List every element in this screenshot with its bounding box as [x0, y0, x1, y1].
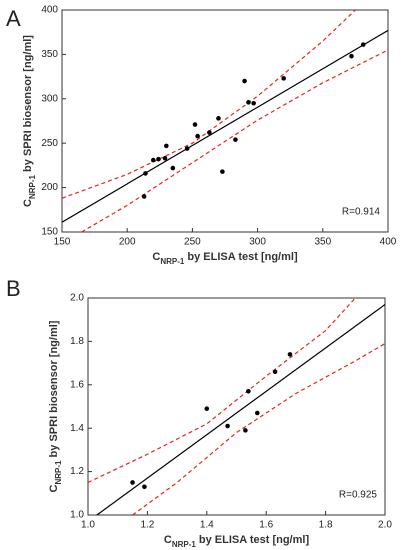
data-point: [246, 389, 251, 394]
plot-lines: [88, 298, 385, 515]
data-point: [143, 171, 148, 176]
x-tick-label: 1.4: [200, 520, 214, 531]
x-axis-label: CNRP-1 by ELISA test [ng/ml]: [164, 534, 310, 549]
data-point: [204, 406, 210, 411]
data-point: [225, 423, 230, 429]
y-axis-label-rest: by SPRI biosensor [ng/ml]: [48, 320, 60, 460]
y-axis-label-sub: NRP-1: [28, 174, 37, 199]
data-point: [287, 352, 293, 357]
y-tick-label: 1.0: [70, 510, 84, 521]
data-point: [195, 133, 200, 139]
annotation: R=0.914: [342, 207, 381, 218]
y-axis-label-main: C: [48, 484, 60, 492]
data-point: [360, 42, 366, 47]
x-tick-label: 1.0: [81, 520, 95, 531]
data-point: [246, 100, 251, 105]
regression-line: [95, 304, 385, 515]
lower-confidence-band: [81, 49, 388, 232]
y-axis-label-rest: by SPRI biosensor [ng/ml]: [22, 35, 34, 175]
plot-frame: [61, 9, 389, 233]
plot-lines: [62, 10, 388, 232]
y-tick-label: 300: [41, 93, 58, 104]
y-tick-label: 400: [41, 5, 58, 16]
x-axis-label-rest: by ELISA test [ng/ml]: [196, 534, 310, 546]
y-tick-label: 1.2: [70, 466, 84, 477]
y-tick-label: 350: [41, 49, 58, 60]
x-axis-label-main: C: [152, 251, 160, 263]
x-tick-label: 300: [249, 237, 266, 248]
data-point: [251, 100, 256, 106]
data-point: [207, 130, 212, 135]
x-axis-label-main: C: [164, 534, 172, 546]
y-axis-label: CNRP-1 by SPRI biosensor [ng/ml]: [22, 35, 37, 207]
y-axis-label-sub: NRP-1: [54, 460, 63, 485]
regression-line: [62, 29, 388, 223]
x-axis-label-rest: by ELISA test [ng/ml]: [184, 251, 298, 263]
data-point: [156, 156, 161, 162]
x-tick-label: 1.2: [140, 520, 154, 531]
data-point: [233, 137, 238, 142]
data-point: [254, 410, 260, 416]
y-tick-label: 200: [41, 182, 58, 193]
data-point: [349, 53, 354, 59]
y-axis-label: CNRP-1 by SPRI biosensor [ng/ml]: [48, 320, 63, 492]
x-axis-label: CNRP-1 by ELISA test [ng/ml]: [152, 251, 298, 266]
x-tick-label: 1.6: [259, 520, 273, 531]
data-point: [130, 480, 135, 485]
y-tick-label: 250: [41, 138, 58, 149]
data-point: [141, 194, 147, 199]
x-tick-label: 250: [184, 237, 201, 248]
data-point: [170, 165, 176, 171]
y-tick-label: 1.8: [70, 336, 84, 347]
y-axis-label-main: C: [22, 199, 34, 207]
x-tick-label: 350: [314, 237, 331, 248]
data-point: [216, 116, 221, 121]
x-tick-label: 1.8: [319, 520, 333, 531]
data-point: [150, 157, 156, 163]
x-tick-label: 200: [119, 237, 136, 248]
y-tick-label: 2.0: [70, 293, 84, 304]
x-tick-label: 400: [380, 237, 397, 248]
upper-confidence-band: [88, 298, 356, 483]
x-axis-label-sub: NRP-1: [172, 540, 197, 549]
data-point: [164, 143, 169, 149]
y-tick-label: 1.6: [70, 379, 84, 390]
panel-label: A: [6, 6, 21, 31]
data-point: [243, 428, 248, 433]
lower-confidence-band: [132, 343, 385, 515]
panel-label: B: [6, 276, 21, 301]
data-point: [220, 169, 225, 174]
upper-confidence-band: [62, 10, 356, 199]
y-tick-label: 1.4: [70, 423, 84, 434]
y-tick-label: 150: [41, 227, 58, 238]
data-point: [142, 484, 147, 490]
plot-frame: [87, 297, 386, 516]
x-tick-label: 2.0: [378, 520, 392, 531]
data-point: [184, 146, 190, 151]
data-point: [272, 369, 278, 375]
x-axis-label-sub: NRP-1: [160, 257, 185, 266]
data-point: [192, 122, 198, 127]
data-point: [162, 155, 168, 161]
data-point: [281, 76, 286, 81]
data-point: [242, 78, 247, 84]
x-tick-label: 150: [54, 237, 71, 248]
annotation: R=0.925: [339, 490, 378, 501]
